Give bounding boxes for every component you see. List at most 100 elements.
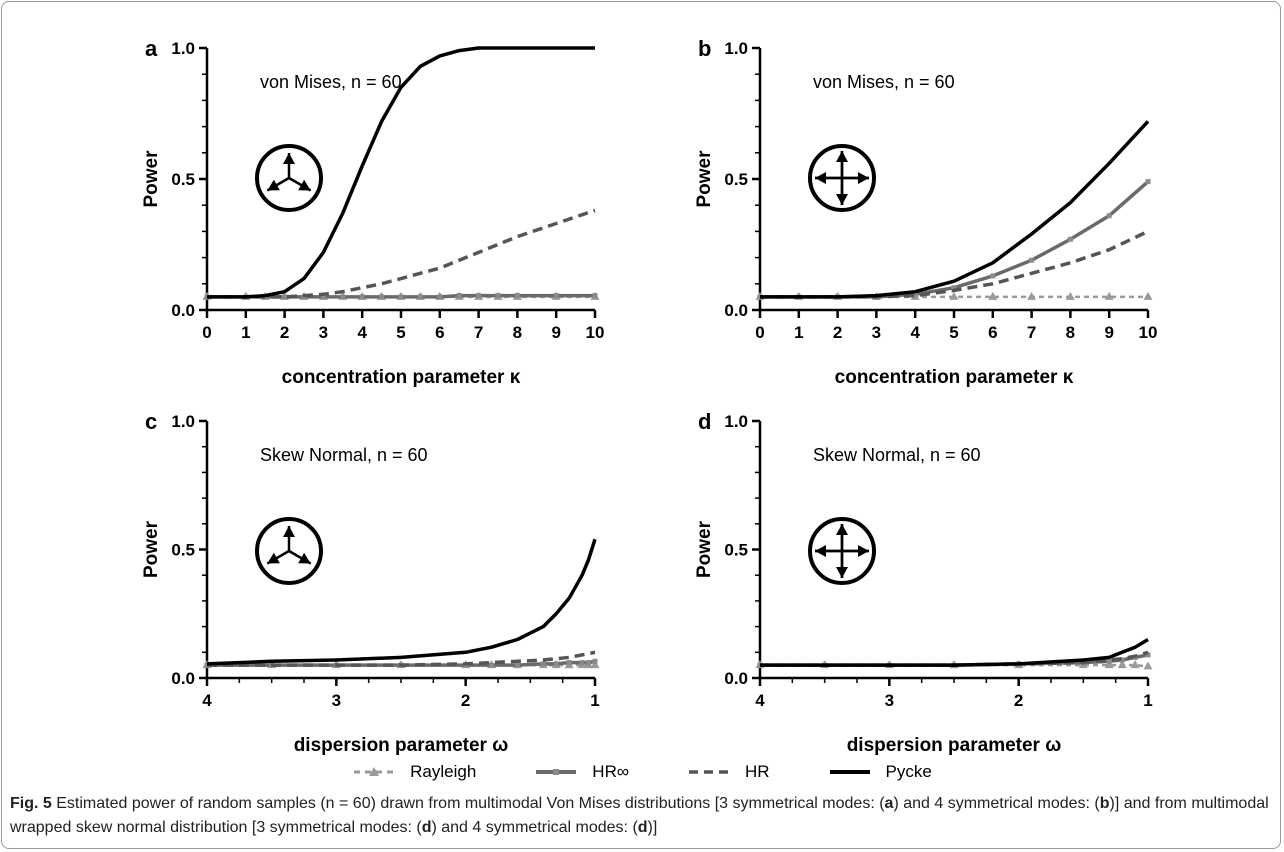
legend-label-hr: HR <box>744 762 770 781</box>
series-line-hr <box>207 208 596 299</box>
chart-panel-b: 0.0 0.5 1.0 0 1 2 3 4 5 6 7 8 9 10 Power concentration … <box>694 36 1157 388</box>
y-tick-label: 1.0 <box>724 412 748 431</box>
chart-panel-a: 0.0 0.5 1.0 0 1 2 3 4 5 6 7 8 9 10 Power concentration … <box>141 36 604 388</box>
data-point-hr-infinity <box>1106 658 1112 664</box>
data-point-hr-infinity <box>1106 213 1112 219</box>
panel-letter: c <box>145 409 157 434</box>
y-tick-label: 0.0 <box>171 301 195 320</box>
x-tick-label: 10 <box>586 323 605 342</box>
mode-diagram-circle <box>808 144 876 212</box>
y-axis-label: Power <box>694 520 715 578</box>
x-tick-label: 2 <box>833 323 842 342</box>
legend-label-rayleigh: Rayleigh <box>410 762 477 781</box>
legend-item-pycke: Pycke <box>828 762 932 782</box>
y-tick-label: 0.5 <box>724 541 748 560</box>
data-point-hr-infinity <box>1145 652 1151 658</box>
x-tick-label: 2 <box>1014 691 1023 710</box>
panel-letter: d <box>698 409 711 434</box>
arrowhead-icon <box>283 526 295 537</box>
legend-label-pycke: Pycke <box>885 762 932 781</box>
caption-ref: a <box>884 795 894 812</box>
x-tick-label: 4 <box>202 691 212 710</box>
legend: Rayleigh HR∞ HR Pycke <box>0 762 1284 782</box>
data-point-rayleigh <box>1117 660 1127 669</box>
data-point-hr-infinity <box>514 293 520 299</box>
y-tick-label: 1.0 <box>724 39 748 58</box>
x-tick-label: 2 <box>280 323 289 342</box>
y-tick-label: 1.0 <box>171 39 195 58</box>
x-tick-label: 8 <box>1066 323 1075 342</box>
data-point-rayleigh <box>1065 291 1075 300</box>
x-tick-label: 4 <box>357 323 367 342</box>
mode-diagram-circle <box>808 517 876 585</box>
data-point-hr-infinity <box>951 285 957 291</box>
caption-text: )] and from multimodal wrapped skew norm… <box>10 795 1269 836</box>
data-point-rayleigh <box>1143 291 1153 300</box>
legend-swatch-hr <box>688 770 729 774</box>
x-tick-label: 1 <box>241 323 250 342</box>
caption-label: Fig. 5 <box>10 795 52 812</box>
data-point-hr-infinity <box>990 273 996 279</box>
panel-annotation: Skew Normal, n = 60 <box>813 445 981 465</box>
data-point-hr-infinity <box>586 660 592 666</box>
caption-text: Estimated power of random samples (n = 6… <box>51 795 885 812</box>
data-point-hr-infinity <box>398 294 404 300</box>
arrowhead-icon <box>283 153 295 164</box>
series-line-hr-infinity <box>207 293 595 299</box>
x-tick-label: 4 <box>755 691 765 710</box>
data-point-hr-infinity <box>1119 657 1125 663</box>
x-tick-label: 1 <box>1143 691 1152 710</box>
legend-item-rayleigh: Rayleigh <box>352 762 476 782</box>
series-line-pycke <box>760 637 1149 667</box>
data-point-rayleigh <box>1104 291 1114 300</box>
x-tick-label: 9 <box>551 323 560 342</box>
data-point-hr-infinity <box>1029 257 1035 263</box>
series-line-rayleigh <box>760 663 1149 668</box>
caption-text: ) and 4 symmetrical modes: ( <box>893 795 1100 812</box>
legend-item-hr: HR <box>687 762 770 782</box>
y-axis-label: Power <box>141 150 162 208</box>
x-tick-label: 0 <box>755 323 764 342</box>
arrowhead-icon <box>298 179 311 191</box>
data-point-hr-infinity <box>1145 179 1151 185</box>
data-point-hr-infinity <box>566 660 572 666</box>
data-point-hr-infinity <box>320 294 326 300</box>
x-tick-label: 2 <box>461 691 470 710</box>
panel-letter: a <box>145 36 158 61</box>
series-line-pycke <box>206 538 597 666</box>
data-point-hr-infinity <box>437 294 443 300</box>
chart-panel-c: 0.0 0.5 1.0 4 3 2 1 Power dispersion parameter ω… <box>141 409 600 756</box>
panel-annotation: von Mises, n = 60 <box>260 72 402 92</box>
data-point-hr-infinity <box>592 658 598 664</box>
data-point-hr-infinity <box>456 293 462 299</box>
figure-panels: 0.00.51.00 1 2 3 4 5 6 7 8 9 10Powerconcentration … <box>141 36 1157 756</box>
panel-annotation: von Mises, n = 60 <box>813 72 955 92</box>
data-point-hr-infinity <box>340 294 346 300</box>
x-axis-label: dispersion parameter ω <box>847 735 1062 756</box>
data-point-hr-infinity <box>495 293 501 299</box>
x-axis-label: concentration parameter κ <box>282 367 521 388</box>
x-tick-label: 8 <box>513 323 522 342</box>
y-tick-label: 0.0 <box>171 669 195 688</box>
series-line-pycke <box>760 120 1150 299</box>
chart-panel-d: 0.0 0.5 1.0 4 3 2 1 Power dispersion parameter ω… <box>694 409 1153 756</box>
legend-label-hr-infinity: HR∞ <box>592 762 629 781</box>
caption-ref: b <box>1099 795 1110 812</box>
x-tick-label: 5 <box>949 323 958 342</box>
arrowhead-icon <box>815 172 826 184</box>
y-tick-label: 0.0 <box>724 301 748 320</box>
data-point-hr-infinity <box>540 661 546 667</box>
x-tick-label: 3 <box>332 691 341 710</box>
series-line-pycke <box>207 46 595 299</box>
data-point-hr-infinity <box>476 293 482 299</box>
data-point-hr-infinity <box>489 662 495 668</box>
data-point-hr-infinity <box>514 662 520 668</box>
x-axis-label: dispersion parameter ω <box>294 735 509 756</box>
x-tick-label: 3 <box>885 691 894 710</box>
arrowhead-icon <box>267 552 280 564</box>
arrowhead-icon <box>836 194 848 205</box>
x-tick-label: 3 <box>319 323 328 342</box>
caption-ref: d <box>421 819 432 836</box>
legend-swatch-hr-infinity <box>536 769 577 775</box>
x-tick-label: 5 <box>396 323 405 342</box>
